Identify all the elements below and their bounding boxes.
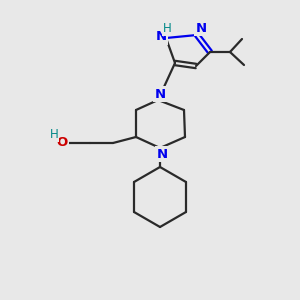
Text: N: N <box>154 88 166 100</box>
Text: N: N <box>156 148 168 160</box>
Text: H: H <box>163 22 171 35</box>
Text: O: O <box>56 136 68 149</box>
Text: N: N <box>195 22 207 34</box>
Text: H: H <box>50 128 58 142</box>
Text: N: N <box>155 31 167 44</box>
